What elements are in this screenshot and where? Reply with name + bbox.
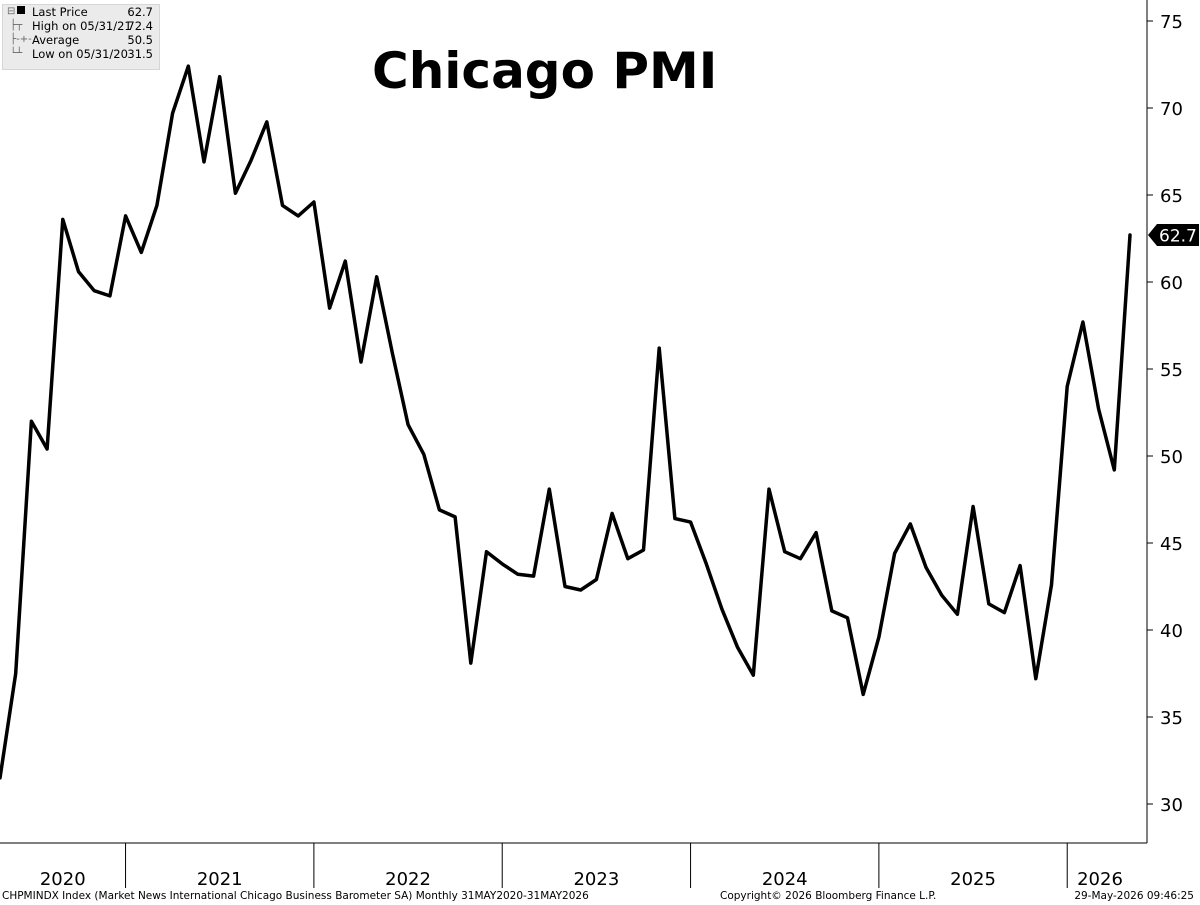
x-tick-label: 2022 [385, 869, 431, 890]
y-tick-label: 75 [1160, 12, 1183, 33]
legend-label: Low on 05/31/20 [32, 47, 128, 61]
legend-value: 31.5 [127, 47, 153, 61]
series-layer [0, 64, 1132, 780]
average-marker-icon: ├-+- [7, 34, 32, 45]
x-tick-label: 2025 [950, 869, 996, 890]
footer-timestamp: 29-May-2026 09:46:25 [1074, 890, 1194, 902]
square-icon: ⊟ [7, 5, 27, 19]
y-tick-label: 30 [1160, 795, 1183, 816]
legend-label: Last Price [32, 5, 88, 19]
legend-item-low: └┴ Low on 05/31/20 31.5 [3, 47, 159, 61]
legend-value: 72.4 [127, 19, 153, 33]
last-value-tag [1148, 224, 1199, 247]
axes [0, 0, 1153, 888]
y-tick-label: 65 [1160, 186, 1183, 207]
legend-item-average: ├-+- Average 50.5 [3, 33, 159, 47]
chart-title: Chicago PMI [372, 42, 718, 100]
y-tick-label: 45 [1160, 534, 1183, 555]
x-tick-label: 2023 [573, 869, 619, 890]
legend-label: Average [32, 33, 80, 47]
low-marker-icon: └┴ [7, 48, 23, 59]
y-tick-label: 35 [1160, 708, 1183, 729]
legend-item-last-price: ⊟ Last Price 62.7 [3, 5, 159, 19]
x-tick-label: 2021 [197, 869, 243, 890]
x-tick-label: 2024 [762, 869, 808, 890]
x-tick-label: 2026 [1077, 869, 1123, 890]
high-marker-icon: ├┬ [7, 20, 23, 31]
legend-label: High on 05/31/21 [32, 19, 132, 33]
legend-item-high: ├┬ High on 05/31/21 72.4 [3, 19, 159, 33]
legend-value: 50.5 [127, 33, 153, 47]
y-tick-label: 70 [1160, 99, 1183, 120]
x-tick-label: 2020 [40, 869, 86, 890]
y-tick-label: 55 [1160, 360, 1183, 381]
y-tick-label: 50 [1160, 447, 1183, 468]
y-tick-label: 60 [1160, 273, 1183, 294]
footer-copyright: Copyright© 2026 Bloomberg Finance L.P. [720, 890, 937, 902]
legend: ⊟ Last Price 62.7 ├┬ High on 05/31/21 72… [2, 4, 160, 70]
footer-source: CHPMINDX Index (Market News Internationa… [2, 890, 589, 902]
last-value-label: 62.7 [1159, 227, 1197, 247]
series-line-last-price [0, 64, 1132, 780]
legend-value: 62.7 [127, 5, 153, 19]
y-tick-label: 40 [1160, 621, 1183, 642]
labels-layer: 30 35 40 45 50 55 60 65 70 75 2020 2021 2022 2023 2024… [40, 12, 1199, 890]
